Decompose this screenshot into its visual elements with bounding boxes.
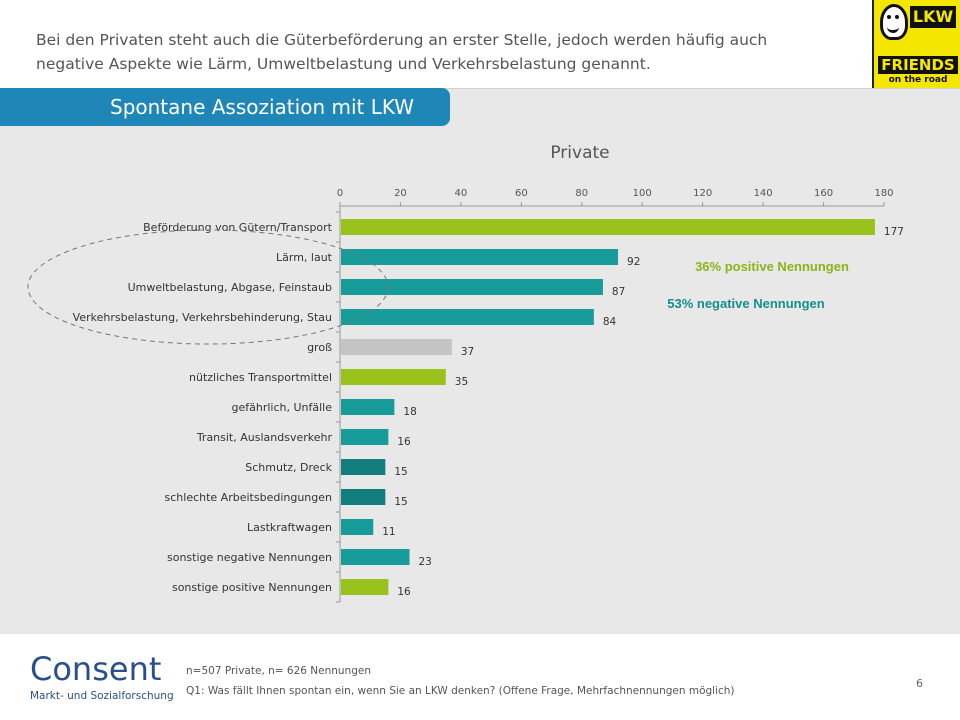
bar — [341, 249, 619, 265]
bar — [341, 369, 446, 385]
logo-lkw-word: LKW — [910, 6, 956, 28]
consent-logo: Consent Markt- und Sozialforschung — [30, 650, 180, 710]
x-tick-label: 60 — [515, 188, 528, 199]
data-label: 15 — [394, 466, 407, 478]
bar — [341, 519, 374, 535]
data-label: 35 — [455, 376, 468, 388]
category-label: Umweltbelastung, Abgase, Feinstaub — [128, 281, 332, 294]
annotation: 53% negative Nennungen — [667, 296, 825, 311]
data-label: 177 — [884, 226, 904, 238]
sample-note: n=507 Private, n= 626 Nennungen — [186, 665, 371, 677]
bar — [341, 279, 603, 295]
category-label: sonstige negative Nennungen — [167, 551, 332, 564]
data-label: 87 — [612, 286, 625, 298]
data-label: 16 — [397, 586, 411, 598]
bar — [341, 549, 410, 565]
category-label: Schmutz, Dreck — [245, 461, 332, 474]
lkw-friends-logo: LKW FRIENDS on the road — [872, 0, 960, 88]
category-label: sonstige positive Nennungen — [172, 581, 332, 594]
bar — [341, 399, 395, 415]
category-label: Lärm, laut — [276, 251, 333, 264]
x-tick-label: 140 — [754, 188, 773, 199]
category-label: Verkehrsbelastung, Verkehrsbehinderung, … — [73, 311, 332, 324]
category-label: Transit, Auslandsverkehr — [196, 431, 333, 444]
x-tick-label: 40 — [455, 188, 468, 199]
bar — [341, 219, 875, 235]
category-label: Beförderung von Gütern/Transport — [143, 221, 333, 234]
chart-panel — [0, 88, 960, 634]
bar — [341, 309, 594, 325]
data-label: 18 — [403, 406, 416, 418]
intro-text: Bei den Privaten steht auch die Güterbef… — [36, 31, 768, 73]
chart-title: Private — [550, 143, 609, 163]
title-banner: Spontane Assoziation mit LKW — [0, 88, 450, 126]
x-tick-label: 160 — [814, 188, 833, 199]
banner-title: Spontane Assoziation mit LKW — [110, 95, 415, 119]
x-tick-label: 100 — [633, 188, 652, 199]
data-label: 37 — [461, 346, 474, 358]
x-tick-label: 180 — [874, 188, 893, 199]
category-label: schlechte Arbeitsbedingungen — [165, 491, 333, 504]
data-label: 15 — [394, 496, 407, 508]
logo-friends-word: FRIENDS — [878, 56, 958, 74]
data-label: 16 — [397, 436, 411, 448]
x-tick-label: 0 — [337, 188, 343, 199]
bar — [341, 429, 389, 445]
x-tick-label: 120 — [693, 188, 712, 199]
x-tick-label: 80 — [575, 188, 588, 199]
annotation: 36% positive Nennungen — [695, 259, 849, 274]
consent-logo-word: Consent — [30, 650, 162, 688]
smiley-icon — [880, 4, 908, 40]
bar — [341, 489, 386, 505]
category-label: nützliches Transportmittel — [189, 371, 332, 384]
bar — [341, 579, 389, 595]
x-tick-label: 20 — [394, 188, 407, 199]
data-label: 92 — [627, 256, 640, 268]
data-label: 84 — [603, 316, 617, 328]
page-number: 6 — [916, 677, 923, 690]
data-label: 11 — [382, 526, 395, 538]
category-label: gefährlich, Unfälle — [232, 401, 333, 414]
data-label: 23 — [419, 556, 432, 568]
category-label: Lastkraftwagen — [247, 521, 332, 534]
question-note: Q1: Was fällt Ihnen spontan ein, wenn Si… — [186, 685, 735, 697]
bar — [341, 339, 452, 355]
consent-logo-subtitle: Markt- und Sozialforschung — [30, 690, 174, 702]
logo-road-word: on the road — [888, 75, 948, 85]
bar — [341, 459, 386, 475]
category-label: groß — [307, 341, 332, 354]
highlight-ellipse — [27, 229, 389, 345]
